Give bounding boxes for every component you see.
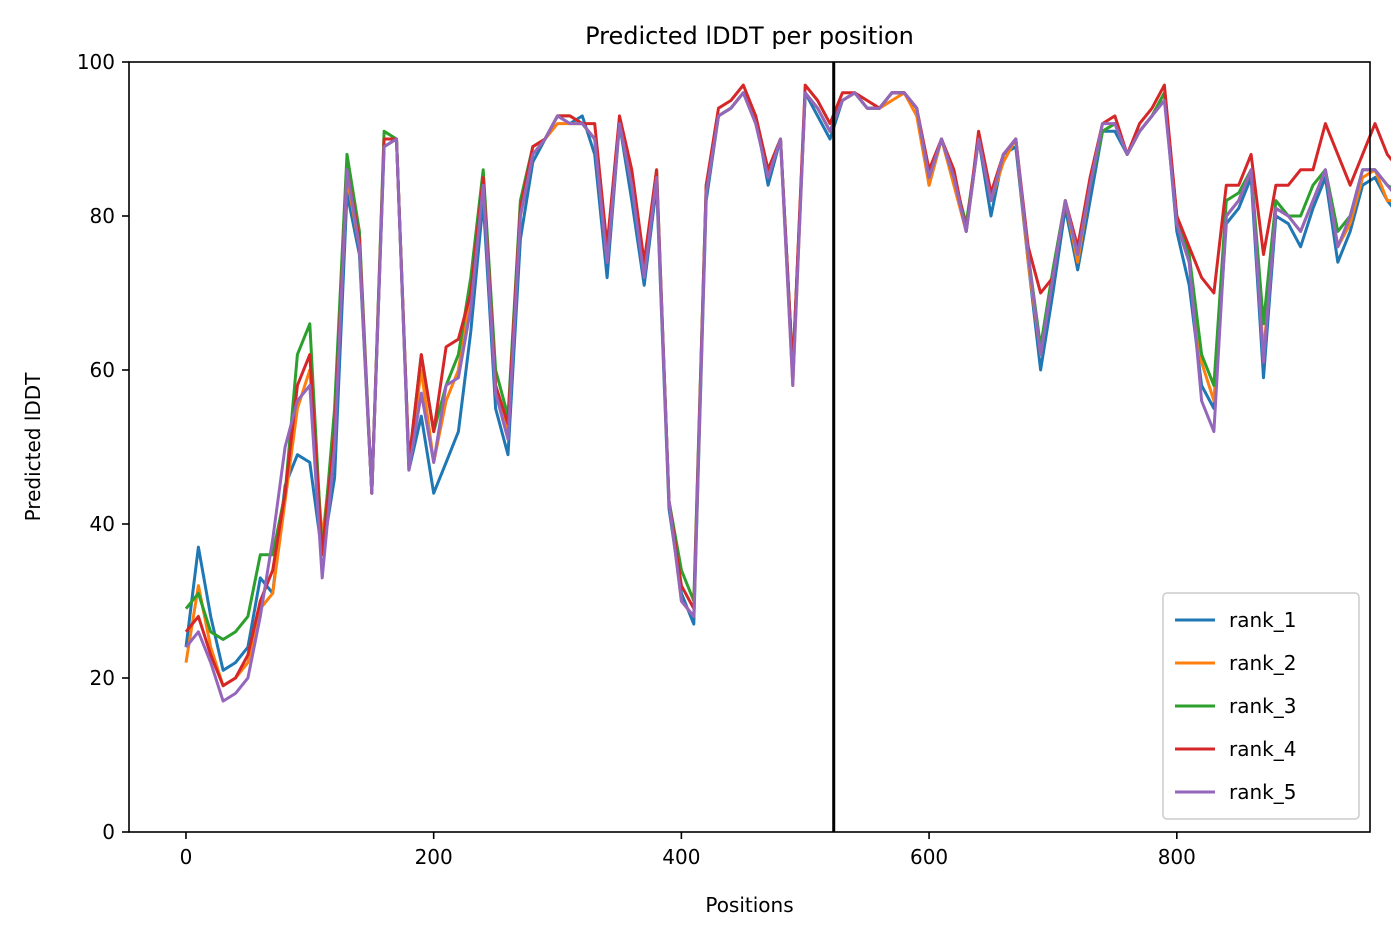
y-tick-label: 0 (102, 820, 115, 844)
y-tick-label: 100 (77, 50, 115, 74)
y-tick-label: 80 (90, 204, 115, 228)
series-line-rank_5 (184, 91, 1391, 703)
x-axis: 0 200 400 600 800 (180, 832, 1196, 869)
x-axis-title: Positions (705, 893, 793, 917)
legend-label-rank_2: rank_2 (1229, 651, 1296, 675)
legend-box (1162, 592, 1360, 820)
chart-title: Predicted lDDT per position (585, 22, 914, 50)
legend-label-rank_4: rank_4 (1229, 737, 1296, 761)
y-axis-title: Predicted lDDT (21, 372, 45, 522)
x-tick-label: 400 (662, 845, 700, 869)
legend-label-rank_5: rank_5 (1229, 780, 1296, 804)
legend-label-rank_3: rank_3 (1229, 694, 1296, 718)
legend-label-rank_1: rank_1 (1229, 608, 1296, 632)
x-tick-label: 800 (1158, 845, 1196, 869)
y-tick-label: 40 (90, 512, 115, 536)
y-tick-label: 20 (90, 666, 115, 690)
y-axis: 0 20 40 60 80 100 (77, 50, 129, 844)
plot-area-frame (128, 61, 1371, 833)
legend: rank_1 rank_2 rank_3 rank_4 rank_5 (1162, 592, 1360, 820)
y-tick-label: 60 (90, 358, 115, 382)
x-tick-label: 200 (415, 845, 453, 869)
x-tick-label: 600 (910, 845, 948, 869)
x-tick-label: 0 (180, 845, 193, 869)
plot-lines (184, 83, 1391, 703)
